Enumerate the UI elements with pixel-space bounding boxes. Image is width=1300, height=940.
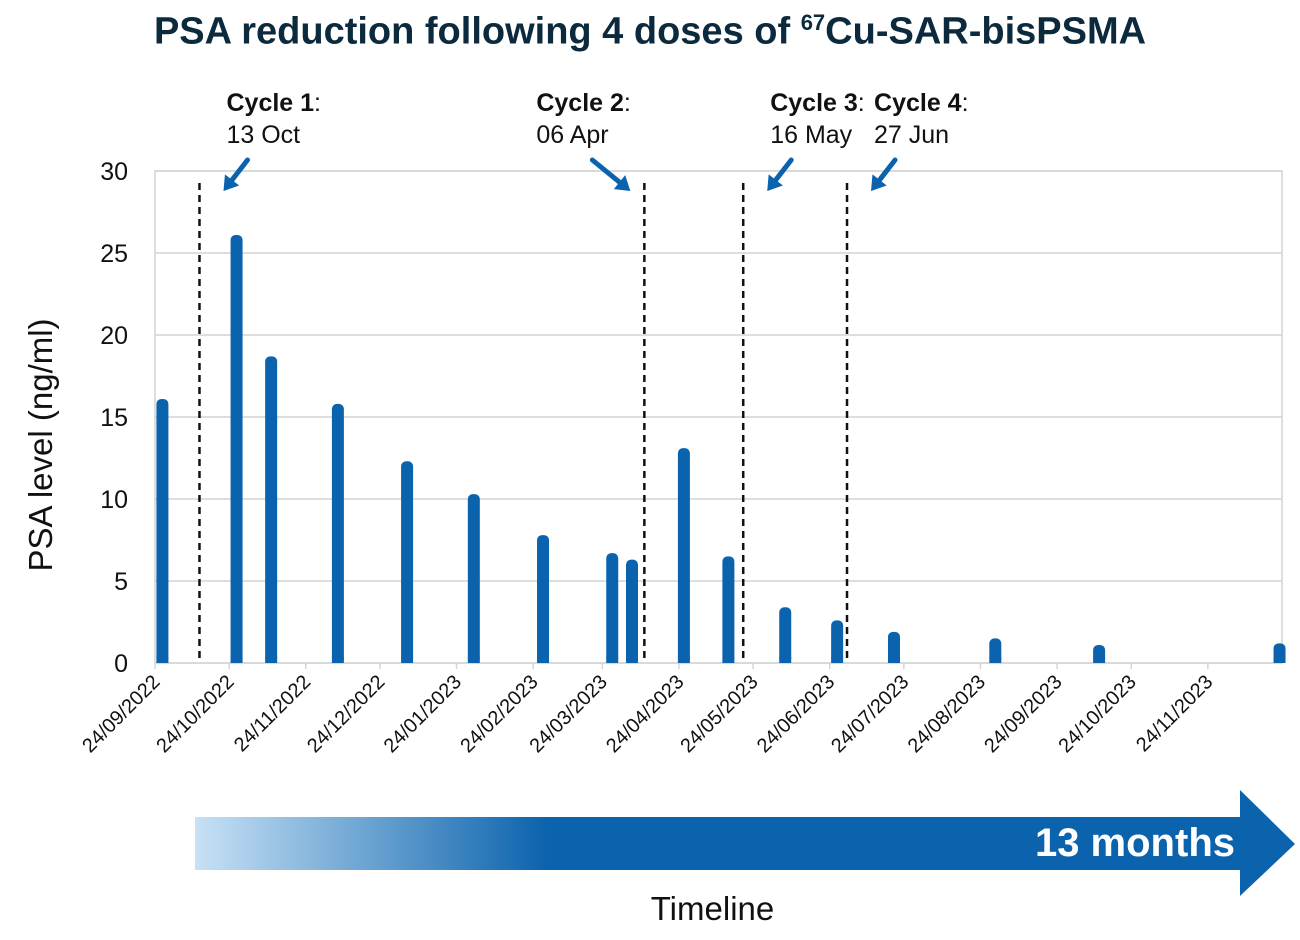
title-suffix: Cu-SAR-bisPSMA: [825, 10, 1147, 53]
psa-bar-base: [537, 657, 550, 663]
cycle-name-label: Cycle 4:: [874, 89, 969, 117]
cycle-name: Cycle 3: [770, 89, 858, 117]
grid-lines: [154, 170, 1283, 664]
psa-bar-base: [989, 657, 1002, 663]
y-tick-label: 30: [100, 158, 128, 186]
cycle-name: Cycle 1: [226, 89, 314, 117]
x-tick-label: 24/06/2023: [753, 671, 839, 757]
cycle-date-label: 16 May: [770, 121, 852, 149]
psa-bar-base: [467, 657, 480, 663]
psa-bar-base: [1273, 657, 1286, 663]
cycle-name: Cycle 4: [874, 89, 962, 117]
x-tick-label: 24/11/2022: [230, 671, 315, 756]
y-tick-label: 20: [100, 322, 128, 350]
psa-bar-base: [265, 657, 278, 663]
psa-bar: [331, 403, 344, 663]
x-tick-label: 24/10/2023: [1054, 671, 1140, 757]
psa-bar-base: [831, 657, 844, 663]
timeline-label: Timeline: [650, 890, 775, 927]
cycle-date-label: 27 Jun: [874, 121, 949, 149]
x-tick-label: 24/07/2023: [827, 671, 913, 757]
title-prefix: PSA reduction following 4 doses of: [153, 10, 801, 53]
psa-bar: [537, 535, 550, 663]
psa-bar-base: [625, 657, 638, 663]
psa-bar: [722, 556, 735, 663]
cycle-name-label: Cycle 3:: [770, 89, 865, 117]
psa-bar: [606, 553, 619, 663]
x-tick-label: 24/09/2022: [78, 671, 164, 757]
cycle-date-label: 13 Oct: [226, 121, 300, 149]
cycle-colon: :: [962, 89, 969, 117]
cycle-date-label: 06 Apr: [536, 121, 608, 149]
cycle-arrow-icon: [229, 157, 250, 183]
psa-bar: [265, 356, 278, 663]
cycle-arrowhead-icon: [223, 174, 240, 191]
psa-bar-base: [722, 657, 735, 663]
cycle-colon: :: [858, 89, 865, 117]
y-tick-label: 0: [114, 650, 128, 678]
y-tick-label: 25: [100, 240, 128, 268]
timeline-arrow-shape: [195, 790, 1295, 896]
x-tick-label: 24/09/2023: [980, 671, 1066, 757]
y-axis-label: PSA level (ng/ml): [22, 318, 59, 571]
cycle-colon: :: [624, 89, 631, 117]
cycle-name-label: Cycle 1:: [226, 89, 321, 117]
psa-bar: [831, 620, 844, 663]
psa-bar: [401, 461, 414, 663]
psa-bar: [989, 638, 1002, 663]
duration-label: 13 months: [1034, 821, 1235, 865]
x-tick-label: 24/12/2022: [303, 671, 389, 757]
psa-bar: [677, 448, 690, 663]
x-tick-label: 24/10/2022: [152, 671, 238, 757]
psa-bar-base: [887, 657, 900, 663]
cycle-arrow-icon: [589, 157, 623, 185]
cycle-arrowhead-icon: [871, 174, 887, 191]
cycle-name-label: Cycle 2:: [536, 89, 631, 117]
x-tick-label: 24/05/2023: [676, 671, 762, 757]
chart-title: PSA reduction following 4 doses of 67Cu-…: [0, 10, 1300, 54]
y-tick-label: 15: [100, 404, 128, 432]
x-tick-label: 24/08/2023: [904, 671, 990, 757]
cycle-arrow-icon: [877, 157, 898, 183]
psa-bar-base: [606, 657, 619, 663]
psa-bar-base: [331, 657, 344, 663]
y-tick-label: 10: [100, 486, 128, 514]
x-tick-label: 24/11/2023: [1132, 671, 1217, 756]
cycle-arrowhead-icon: [767, 174, 783, 191]
psa-bar: [779, 607, 792, 663]
psa-bar-base: [401, 657, 414, 663]
bars: [156, 234, 1286, 663]
cycle-arrow-icon: [773, 157, 794, 183]
psa-bar-base: [1093, 657, 1106, 663]
psa-bar: [625, 559, 638, 663]
psa-bar-base: [156, 657, 169, 663]
y-tick-label: 5: [114, 568, 128, 596]
x-tick-label: 24/04/2023: [602, 671, 688, 757]
psa-bar: [230, 234, 243, 663]
psa-bar: [887, 631, 900, 663]
y-axis-ticks: 0 5 10 15 20 25 30: [100, 158, 128, 678]
cycle-name: Cycle 2: [536, 89, 624, 117]
cycle-colon: :: [314, 89, 321, 117]
title-superscript: 67: [800, 10, 826, 35]
x-axis-ticks: 24/09/202224/10/202224/11/202224/12/2022…: [78, 663, 1217, 757]
psa-bar-base: [677, 657, 690, 663]
cycle-arrowhead-icon: [613, 175, 631, 191]
psa-bar-base: [779, 657, 792, 663]
x-tick-label: 24/01/2023: [380, 671, 466, 757]
psa-bar-base: [230, 657, 243, 663]
psa-bar: [467, 494, 480, 663]
psa-bar: [156, 398, 169, 663]
